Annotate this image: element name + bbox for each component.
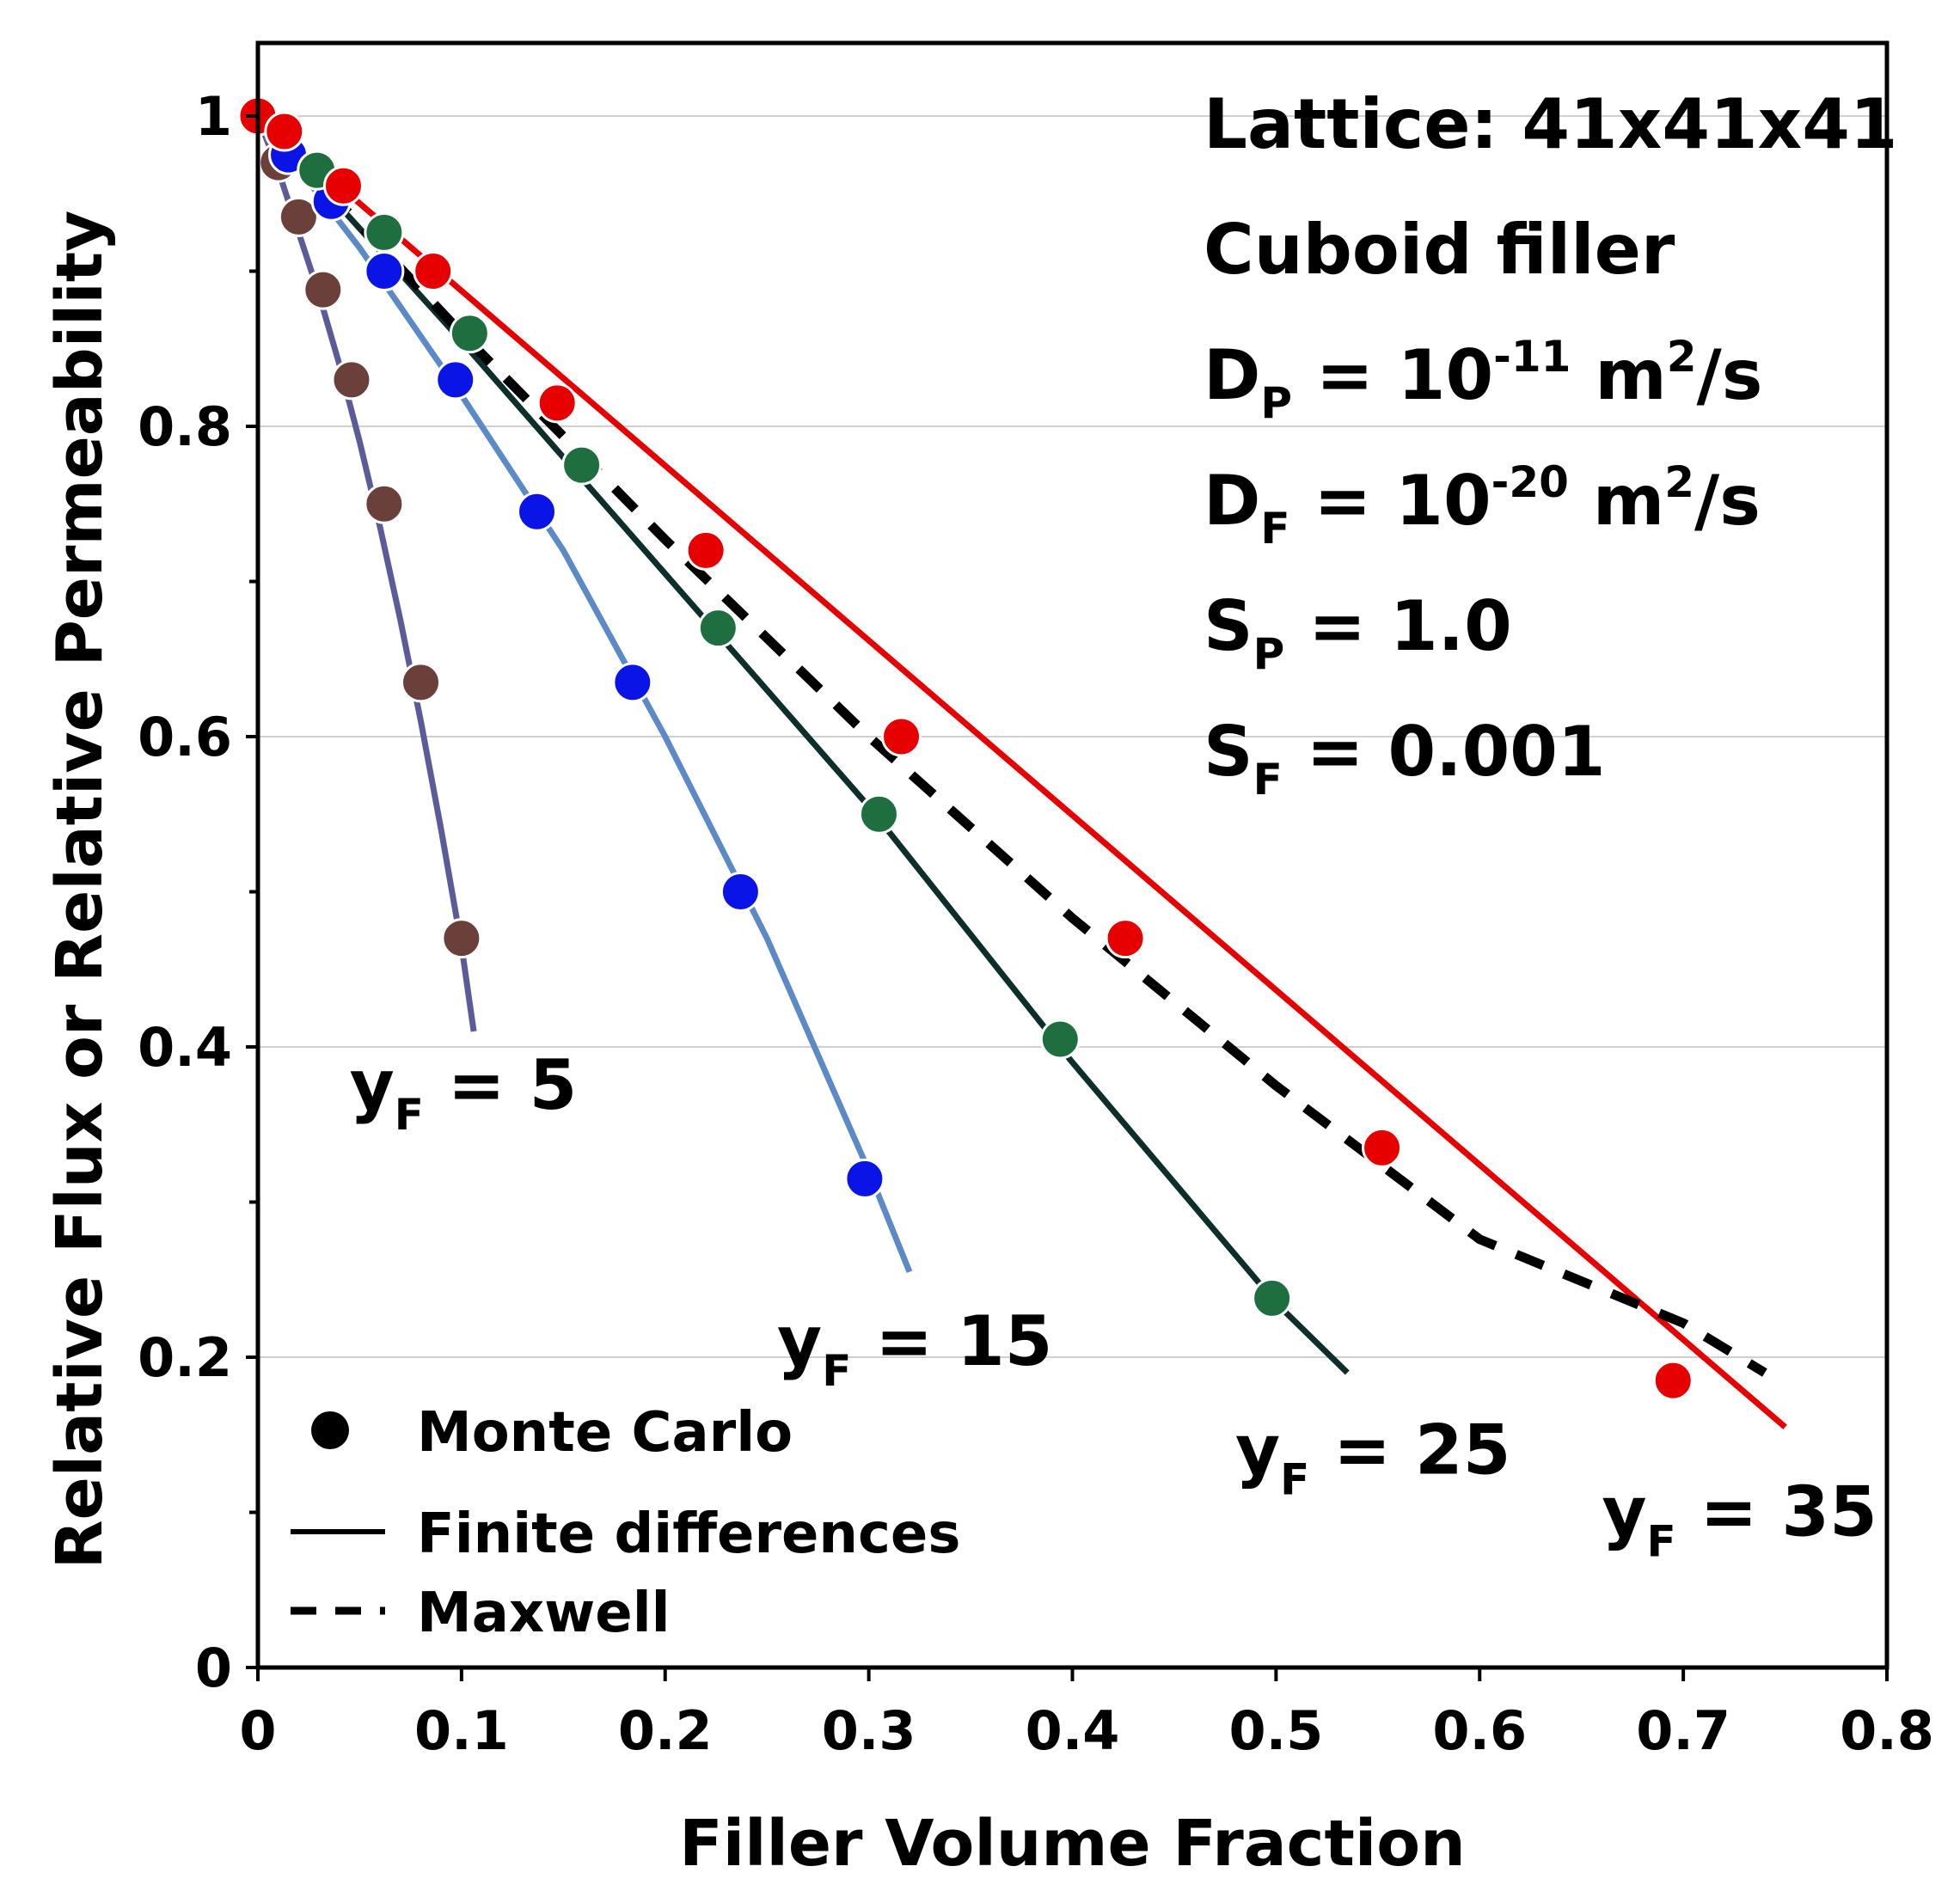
- mc-point-yf-35: [881, 716, 922, 757]
- info-line: DP = 10-11 m2/s: [1204, 332, 1762, 428]
- x-tick-label: 0.7: [1636, 1699, 1730, 1762]
- mc-point-yf-25: [858, 793, 899, 835]
- mc-point-yf-5: [364, 483, 405, 524]
- mc-point-yf-25: [364, 211, 405, 253]
- curve-labels: yF = 5 yF = 15 yF = 25 yF = 35: [350, 1045, 1877, 1566]
- curve-label: yF = 15: [777, 1301, 1052, 1396]
- mc-point-yf-5: [303, 269, 344, 310]
- mc-point-yf-15: [612, 662, 653, 703]
- mc-point-yf-5: [441, 918, 482, 959]
- series-line-maxwell: [254, 113, 1767, 1377]
- gridlines: [258, 115, 1887, 1358]
- legend-finite-differences-label: Finite differences: [417, 1502, 960, 1566]
- info-line: Cuboid filler: [1204, 210, 1675, 290]
- y-tick-label: 0.8: [138, 395, 232, 458]
- info-line: SF = 0.001: [1204, 712, 1606, 805]
- mc-point-yf-35: [685, 529, 726, 571]
- y-tick-label: 0.2: [138, 1326, 232, 1389]
- legend: Monte Carlo Finite differences Maxwell: [291, 1401, 960, 1645]
- mc-point-yf-25: [1252, 1277, 1293, 1319]
- mc-point-yf-35: [413, 251, 454, 291]
- mc-point-yf-5: [331, 359, 372, 401]
- mc-point-yf-5: [278, 196, 319, 237]
- info-line: SP = 1.0: [1204, 586, 1512, 679]
- legend-maxwell-label: Maxwell: [417, 1582, 671, 1645]
- legend-monte-carlo-marker: [311, 1411, 349, 1449]
- x-axis-title: Filler Volume Fraction: [679, 1807, 1466, 1881]
- x-tick-label: 0.6: [1432, 1699, 1527, 1762]
- curve-label: yF = 35: [1602, 1472, 1877, 1567]
- x-tick-label: 0.8: [1840, 1699, 1934, 1762]
- x-tick-label: 0.2: [618, 1699, 713, 1762]
- mc-point-yf-35: [264, 111, 305, 152]
- x-tick-label: 0.3: [822, 1699, 916, 1762]
- mc-point-yf-25: [449, 313, 490, 354]
- info-annotation: Lattice: 41x41x41 Cuboid filler DP = 10-11…: [1204, 84, 1898, 805]
- mc-point-yf-5: [401, 662, 441, 703]
- y-axis-title: Relative Flux or Relative Permeability: [43, 211, 117, 1570]
- mc-point-yf-25: [697, 608, 738, 649]
- mc-point-yf-15: [435, 359, 476, 401]
- info-line: DF = 10-20 m2/s: [1204, 457, 1761, 554]
- curve-label: yF = 5: [350, 1045, 578, 1140]
- legend-monte-carlo-label: Monte Carlo: [417, 1401, 793, 1465]
- series-group: [237, 95, 1787, 1429]
- x-tick-label: 0.4: [1026, 1699, 1120, 1762]
- x-tick-label: 0: [239, 1699, 276, 1762]
- mc-point-yf-15: [517, 491, 558, 532]
- y-tick-label: 0: [195, 1637, 232, 1699]
- mc-point-yf-25: [1039, 1019, 1081, 1060]
- series-line-yf-25: [255, 113, 1350, 1375]
- mc-point-yf-35: [322, 165, 364, 206]
- axis-ticks: 0 0.2 0.4 0.6 0.8 1 0 0.1 0.2 0.3 0.4 0.5 0.6 0.7 0.8: [138, 85, 1934, 1762]
- curve-label: yF = 25: [1235, 1410, 1510, 1504]
- x-tick-label: 0.1: [414, 1699, 509, 1762]
- y-tick-label: 0.4: [138, 1016, 232, 1079]
- mc-point-yf-35: [1652, 1360, 1694, 1401]
- mc-point-yf-35: [536, 382, 578, 424]
- mc-point-yf-15: [844, 1158, 885, 1199]
- y-tick-label: 1: [195, 85, 232, 148]
- series-line-yf-35: [255, 113, 1787, 1429]
- mc-point-yf-25: [561, 444, 603, 486]
- x-tick-label: 0.5: [1228, 1699, 1323, 1762]
- mc-point-yf-15: [720, 872, 761, 912]
- mc-point-yf-35: [1105, 918, 1146, 959]
- y-tick-label: 0.6: [138, 706, 232, 768]
- mc-point-yf-15: [364, 251, 405, 291]
- mc-point-yf-35: [1362, 1127, 1403, 1168]
- info-line: Lattice: 41x41x41: [1204, 84, 1898, 164]
